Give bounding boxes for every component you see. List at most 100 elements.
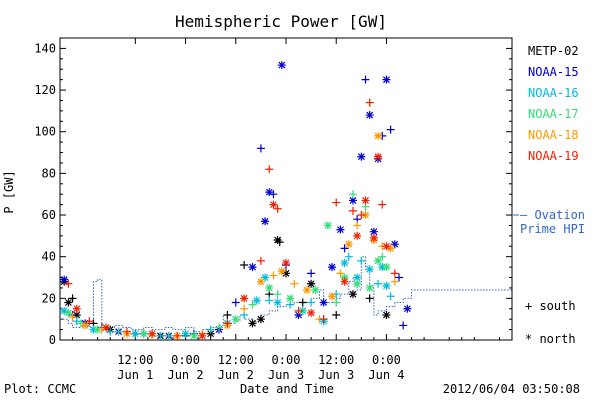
marker-south	[399, 321, 408, 330]
marker-south	[223, 311, 232, 320]
marker-north	[307, 279, 316, 288]
marker-south	[215, 323, 224, 332]
marker-north	[302, 286, 311, 295]
marker-north	[269, 200, 278, 209]
chart-title: Hemispheric Power [GW]	[175, 12, 387, 31]
marker-north	[248, 319, 257, 328]
legend-series-noaa-16: NOAA-16	[528, 86, 579, 100]
marker-north	[378, 263, 387, 272]
marker-north	[403, 304, 412, 313]
marker-south	[365, 98, 374, 107]
marker-south	[353, 221, 362, 230]
marker-south	[332, 311, 341, 320]
ovation-step-line	[60, 256, 512, 333]
marker-north	[323, 221, 332, 230]
marker-south	[240, 261, 249, 270]
marker-south	[85, 317, 94, 326]
marker-south	[114, 327, 123, 336]
marker-north	[60, 306, 69, 315]
marker-north	[60, 275, 69, 284]
marker-south	[378, 200, 387, 209]
marker-south	[340, 244, 349, 253]
marker-south	[332, 198, 341, 207]
marker-south	[156, 331, 165, 340]
marker-south	[298, 298, 307, 307]
marker-north	[336, 225, 345, 234]
marker-north	[386, 244, 395, 253]
marker-north	[361, 211, 370, 220]
marker-north	[240, 294, 249, 303]
marker-north	[340, 273, 349, 282]
marker-north	[148, 329, 157, 338]
marker-north	[348, 196, 357, 205]
marker-north	[357, 152, 366, 161]
x-tick-time-label: 0:00	[372, 353, 401, 367]
legend-series-noaa-17: NOAA-17	[528, 107, 579, 121]
marker-north	[374, 256, 383, 265]
marker-north	[72, 311, 81, 320]
marker-north	[282, 269, 290, 278]
marker-north	[365, 265, 374, 274]
marker-south	[357, 211, 366, 220]
marker-north	[382, 281, 391, 290]
footer-source: Plot: CCMC	[4, 382, 76, 396]
marker-south	[348, 190, 357, 199]
marker-south	[164, 331, 173, 340]
marker-north	[256, 277, 265, 286]
marker-north	[72, 304, 81, 313]
marker-south	[248, 300, 257, 309]
legend-north-symbol: * north	[525, 332, 576, 346]
marker-south	[265, 296, 274, 305]
marker-south	[231, 298, 240, 307]
y-tick-label: 120	[34, 83, 56, 97]
marker-south	[386, 292, 395, 301]
x-tick-date-label: Jun 1	[117, 368, 153, 382]
x-tick-date-label: Jun 2	[167, 368, 203, 382]
marker-north	[361, 196, 370, 205]
legend-south-symbol: + south	[525, 299, 576, 313]
marker-south	[206, 325, 215, 334]
marker-north	[344, 240, 353, 249]
marker-south	[273, 204, 282, 213]
marker-north	[374, 131, 383, 140]
marker-north	[139, 329, 148, 338]
marker-south	[294, 306, 303, 315]
x-tick-date-label: Jun 3	[318, 368, 354, 382]
marker-south	[68, 294, 77, 303]
x-tick-date-label: Jun 2	[218, 368, 254, 382]
marker-south	[386, 125, 395, 134]
marker-south	[348, 206, 357, 215]
marker-north	[311, 286, 320, 295]
marker-north	[248, 263, 257, 272]
legend-series-noaa-15: NOAA-15	[528, 65, 579, 79]
marker-north	[340, 277, 349, 286]
marker-south	[64, 279, 73, 288]
marker-south	[273, 290, 282, 299]
marker-north	[181, 329, 190, 338]
marker-south	[319, 315, 328, 324]
marker-north	[273, 236, 282, 245]
legend-series-metp-02: METP-02	[528, 44, 579, 58]
marker-south	[173, 331, 182, 340]
marker-north	[348, 290, 357, 299]
marker-north	[374, 152, 383, 161]
marker-north	[256, 315, 265, 324]
marker-north	[265, 283, 274, 292]
x-tick-time-label: 12:00	[218, 353, 254, 367]
marker-north	[328, 263, 337, 272]
marker-north	[353, 273, 362, 282]
x-tick-time-label: 12:00	[318, 353, 354, 367]
y-tick-label: 140	[34, 41, 56, 55]
marker-north	[261, 217, 270, 226]
marker-north	[231, 315, 240, 324]
marker-south	[106, 327, 115, 336]
y-tick-label: 20	[42, 291, 56, 305]
marker-north	[102, 323, 111, 332]
marker-south	[307, 269, 316, 278]
marker-north	[277, 61, 286, 70]
x-tick-time-label: 12:00	[117, 353, 153, 367]
x-tick-time-label: 0:00	[171, 353, 200, 367]
x-tick-time-label: 0:00	[272, 353, 301, 367]
marker-south	[344, 252, 353, 261]
